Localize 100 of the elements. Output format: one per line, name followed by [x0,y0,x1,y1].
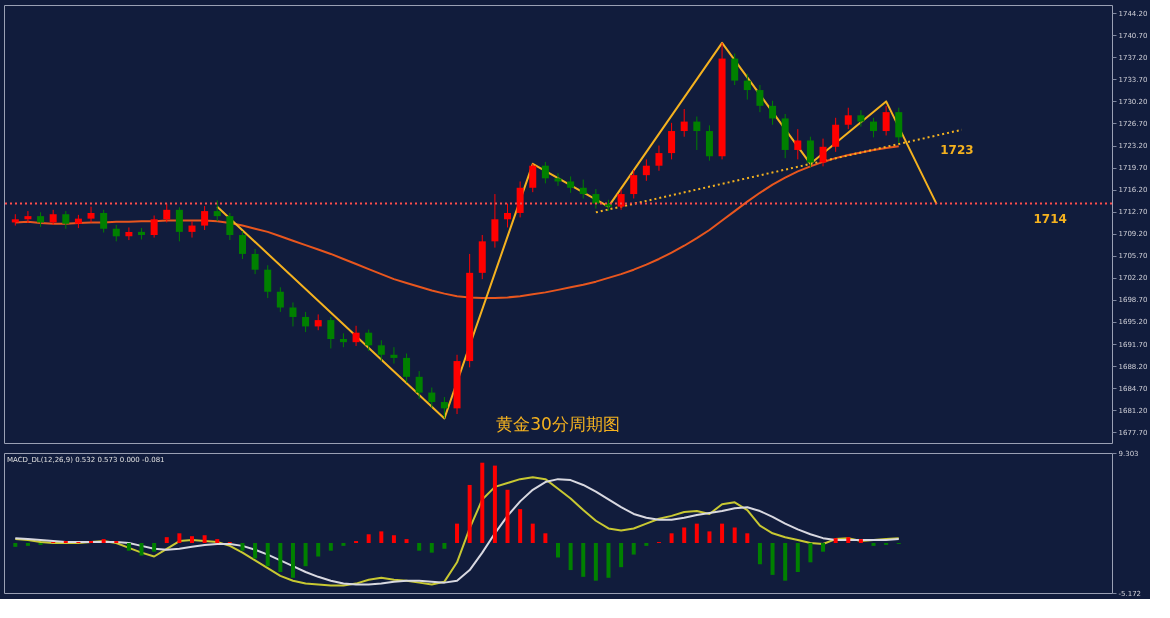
bar [669,533,674,543]
bar [13,542,18,547]
candlestick [201,205,209,231]
bar [152,542,157,552]
bar [745,533,750,543]
bar [568,542,573,571]
candlestick [819,138,827,167]
candlestick [630,169,638,199]
bar [858,539,863,543]
bar [871,542,876,546]
bar [556,542,560,558]
bar [265,542,270,567]
bar [101,539,106,543]
candlestick [24,210,32,224]
bar [593,542,598,581]
bar [795,542,800,572]
bar [833,538,838,543]
bar [341,542,346,546]
candlestick [100,209,108,234]
annotation: 1723 [940,142,974,157]
candlestick [365,329,373,352]
candlestick [251,248,259,275]
bar [770,542,775,575]
candlestick [832,117,840,153]
bar [480,462,485,543]
candlestick [870,117,878,138]
candlestick [87,206,95,223]
candlestick [440,396,448,419]
bar [139,542,144,556]
candlestick [592,188,600,210]
candlestick [680,108,688,138]
bar [821,542,826,552]
bar [631,542,636,555]
candlestick [554,172,562,187]
bar [442,542,447,549]
bar [316,542,321,557]
bar [846,537,851,543]
candlestick [226,212,234,241]
candlestick [743,73,751,101]
bar [278,542,283,572]
bar [505,489,510,543]
bar [543,533,548,543]
bar [530,523,535,543]
candlestick [529,163,537,193]
bar [366,534,371,543]
ref-line-label: 1714 [1033,211,1067,226]
bar [429,542,434,553]
candlestick [276,286,284,313]
candlestick [289,301,297,327]
candlestick [731,53,739,86]
candlestick [238,230,246,260]
candlestick [377,339,385,362]
bar [391,535,396,543]
candlestick [352,325,360,347]
bar [202,535,207,543]
bar [808,542,813,563]
candlestick [264,264,272,299]
candlestick [175,206,183,242]
bar [190,536,194,543]
candlestick [188,220,196,239]
bar [619,542,624,568]
candlestick [642,158,650,182]
bar [379,531,384,543]
candlestick [428,387,436,409]
candlestick [756,84,764,113]
candlestick [579,179,587,199]
bar [164,537,169,543]
bar [177,533,182,543]
bar [783,542,788,581]
candlestick [844,107,852,130]
candlestick [882,105,890,136]
bar [404,539,409,543]
candlestick [541,161,549,184]
bar [694,523,699,543]
candlestick [125,226,133,241]
candlestick [769,100,777,126]
candlestick [213,199,221,222]
bar [581,542,586,577]
bar [606,542,611,578]
bar [290,542,295,578]
bar [455,523,460,543]
bar [328,542,333,551]
bar [732,527,737,543]
candlestick [693,116,701,151]
annotation: 黄金30分周期图 [496,414,620,435]
bar [126,542,131,551]
candlestick [163,203,171,223]
bar [240,542,245,551]
candlestick [857,109,865,128]
bar [25,542,30,546]
candlestick [491,193,499,249]
candlestick [668,122,676,160]
bar [417,542,422,551]
bar [253,542,258,559]
candlestick [302,311,310,333]
bar [303,542,308,567]
candlestick [327,316,335,349]
bar [518,509,523,543]
bar [492,465,497,543]
candlestick [403,353,411,383]
